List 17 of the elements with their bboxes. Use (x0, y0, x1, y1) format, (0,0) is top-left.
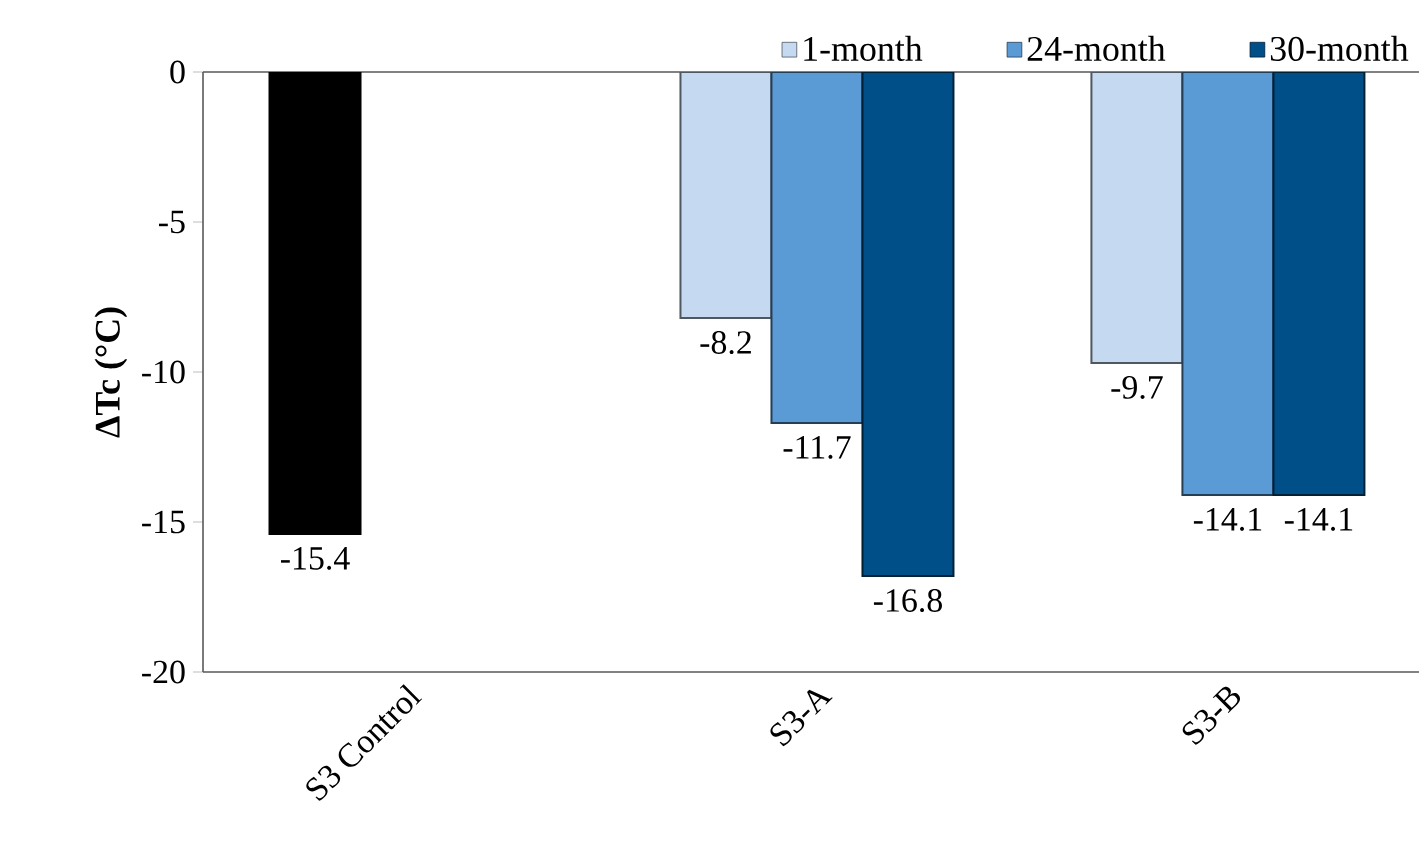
legend-label: 30-month (1270, 35, 1409, 61)
y-axis-title: ΔTc (°C) (94, 307, 128, 438)
y-tick-label: -20 (142, 660, 185, 684)
data-label: -9.7 (1111, 376, 1163, 399)
data-label: -15.4 (280, 547, 350, 570)
x-tick-label: S3-A (770, 689, 833, 747)
y-tick-label: -10 (142, 360, 185, 384)
data-label: -14.1 (1193, 508, 1262, 531)
data-label: -14.1 (1284, 508, 1353, 531)
y-tick-label: -5 (158, 210, 185, 234)
data-label: -8.2 (700, 331, 751, 355)
y-tick-label: 0 (170, 60, 185, 84)
legend-label: 24-month (1027, 35, 1166, 61)
y-tick-label: -15 (142, 510, 185, 534)
data-label: -16.8 (873, 589, 942, 613)
legend-label: 1-month (804, 35, 923, 61)
data-label: -11.7 (783, 436, 851, 459)
